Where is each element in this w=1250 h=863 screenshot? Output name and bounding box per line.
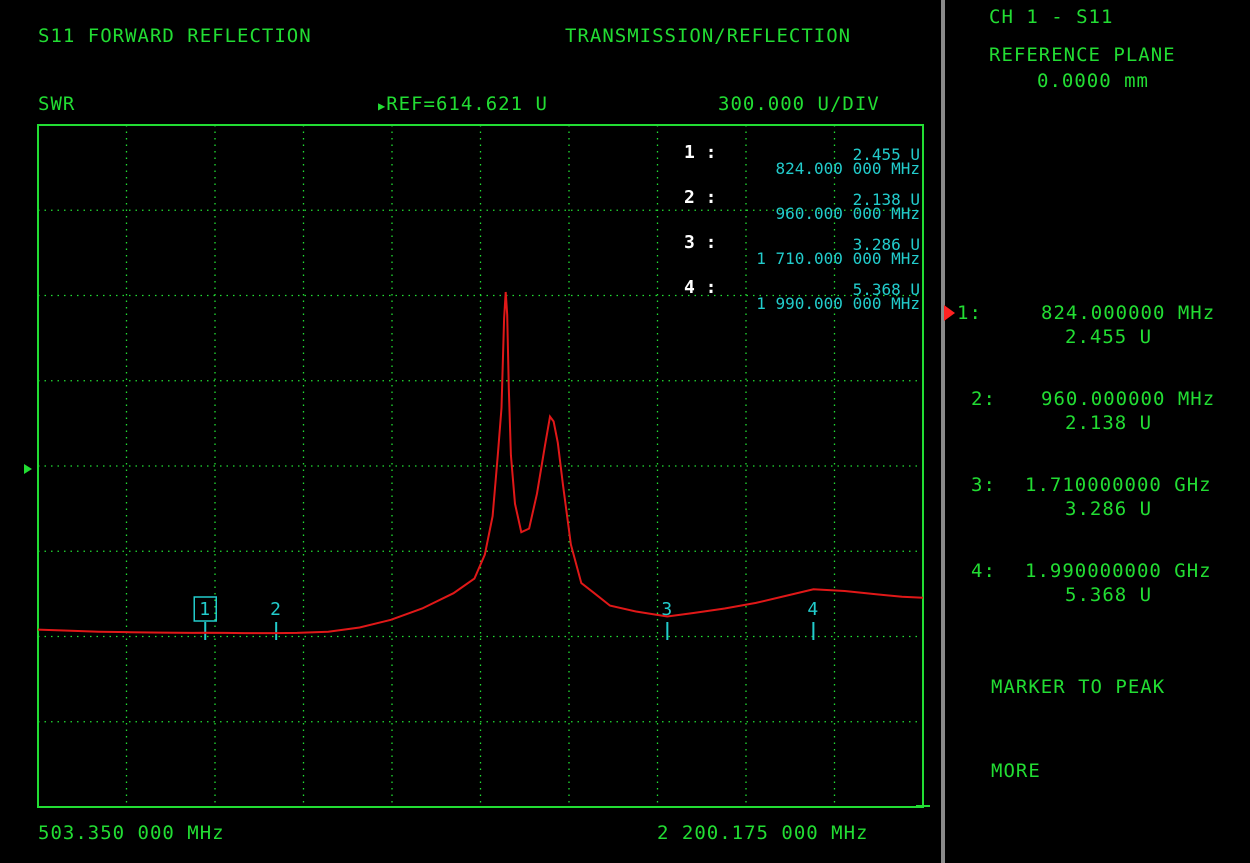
marker-table-number: 4 : [684,277,717,298]
marker-2-value: 2.138 U [1065,412,1153,434]
marker-1-label: 1: [957,302,982,324]
marker-2-label: 2 [270,599,281,620]
active-marker-box [193,596,217,622]
marker-table-frequency: 1 990.000 000 MHz [756,294,920,313]
scale-label: 300.000 U/DIV [718,93,880,115]
format-label: SWR [38,93,76,115]
marker-table-frequency: 960.000 000 MHz [775,204,921,223]
marker-table-number: 1 : [684,142,717,163]
reference-plane-value: 0.0000 mm [1037,70,1149,92]
marker-2-frequency: 960.000000 MHz [1041,388,1216,410]
trace-plot: 1 2 3 4 [24,124,930,808]
marker-3-label: 3 [661,599,672,620]
marker-1-value: 2.455 U [1065,326,1153,348]
s11-trace [37,291,924,635]
marker-table-number: 2 : [684,187,717,208]
mode-label: TRANSMISSION/REFLECTION [565,25,852,47]
plot-frame [37,124,924,808]
active-marker-pointer-icon [944,305,955,321]
graticule [38,125,923,807]
marker-3-label: 3: [971,474,996,496]
marker-table-value: 2.138 U [852,190,920,209]
marker-4-label: 4: [971,560,996,582]
marker-table-value: 5.368 U [852,280,920,299]
marker-2-label: 2: [971,388,996,410]
stop-frequency: 2 200.175 000 MHz [657,822,869,844]
marker-4-label: 4 [807,599,818,620]
analyzer-display: S11 FORWARD REFLECTION TRANSMISSION/REFL… [24,25,930,844]
channel-label: CH 1 - S11 [989,6,1114,28]
marker-table-value: 3.286 U [852,235,920,254]
more-softkey[interactable]: MORE [991,760,1041,782]
marker-table-frequency: 1 710.000 000 MHz [756,249,920,268]
softkey-panel: CH 1 - S11 REFERENCE PLANE 0.0000 mm 1: … [944,0,1250,863]
marker-4-value: 5.368 U [1065,584,1153,606]
marker-1-frequency: 824.000000 MHz [1041,302,1216,324]
marker-table-number: 3 : [684,232,717,253]
marker-table-frequency: 824.000 000 MHz [775,159,921,178]
marker-4-frequency: 1.990000000 GHz [1025,560,1212,582]
marker-3-frequency: 1.710000000 GHz [1025,474,1212,496]
marker-3-value: 3.286 U [1065,498,1153,520]
panel-divider [941,0,945,863]
reference-label: ▶REF=614.621 U [378,93,548,115]
start-frequency: 503.350 000 MHz [38,822,225,844]
reference-position-icon [24,464,32,474]
marker-ticks: 1 2 3 4 [193,596,818,640]
reference-plane-label: REFERENCE PLANE [989,44,1176,66]
reference-pointer-icon: ▶ [378,99,387,113]
marker-1-label: 1 [199,599,210,620]
marker-to-peak-softkey[interactable]: MARKER TO PEAK [991,676,1166,698]
measurement-title: S11 FORWARD REFLECTION [38,25,312,47]
marker-table-value: 2.455 U [852,145,920,164]
